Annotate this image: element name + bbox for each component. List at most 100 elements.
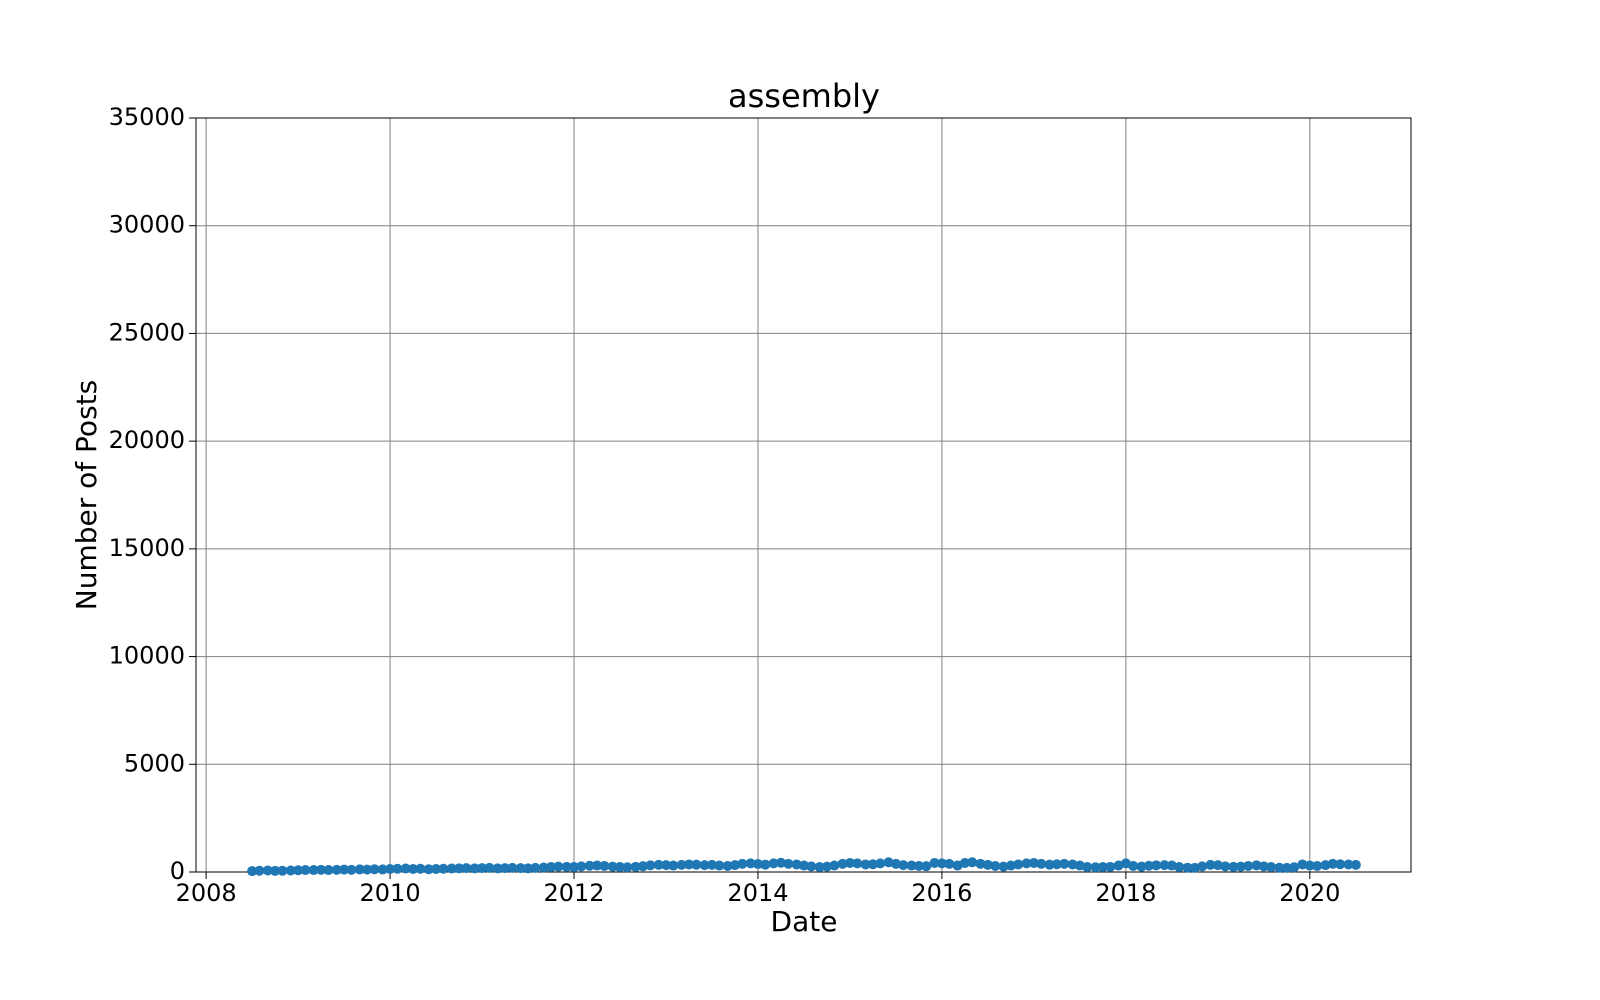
data-point: [431, 863, 442, 874]
data-point: [1028, 857, 1039, 868]
data-point: [906, 860, 917, 871]
data-point: [821, 861, 832, 872]
data-point: [768, 858, 779, 869]
y-tick-label: 15000: [109, 534, 185, 562]
data-point: [1320, 860, 1331, 871]
data-point: [676, 859, 687, 870]
data-point: [1182, 862, 1193, 873]
y-tick-label: 5000: [124, 749, 185, 777]
data-point: [745, 858, 756, 869]
x-tick-label: 2018: [1095, 879, 1156, 907]
data-point: [1090, 862, 1101, 873]
data-point: [1097, 862, 1108, 873]
y-axis-label: Number of Posts: [70, 380, 103, 610]
data-point: [706, 859, 717, 870]
data-point: [944, 858, 955, 869]
data-point: [1205, 859, 1216, 870]
data-point: [385, 863, 396, 874]
data-point: [538, 862, 549, 873]
data-point: [377, 864, 388, 875]
data-point: [752, 859, 763, 870]
data-point: [346, 864, 357, 875]
data-point: [1251, 860, 1262, 871]
data-point: [1289, 862, 1300, 873]
data-point: [331, 864, 342, 875]
y-tick-label: 30000: [109, 211, 185, 239]
data-point: [760, 859, 771, 870]
data-point: [829, 860, 840, 871]
data-point: [254, 865, 265, 876]
data-point: [1067, 859, 1078, 870]
data-point: [913, 860, 924, 871]
data-point: [691, 859, 702, 870]
data-point: [1036, 858, 1047, 869]
data-point: [277, 865, 288, 876]
data-point: [1051, 859, 1062, 870]
data-point: [1235, 861, 1246, 872]
x-tick-label: 2010: [360, 879, 421, 907]
data-point: [461, 863, 472, 874]
data-point: [523, 863, 534, 874]
y-tick-label: 0: [170, 857, 185, 885]
y-tick-label: 20000: [109, 426, 185, 454]
data-point: [860, 859, 871, 870]
y-tick-label: 25000: [109, 318, 185, 346]
data-point: [683, 859, 694, 870]
data-point: [1105, 861, 1116, 872]
data-point: [615, 862, 626, 873]
data-point: [546, 862, 557, 873]
data-point: [339, 864, 350, 875]
data-point: [1304, 860, 1315, 871]
data-point: [921, 861, 932, 872]
data-point: [936, 858, 947, 869]
data-point: [530, 862, 541, 873]
data-point: [638, 861, 649, 872]
data-point: [438, 863, 449, 874]
data-point: [722, 860, 733, 871]
data-point: [668, 860, 679, 871]
data-point: [576, 861, 587, 872]
data-point: [1005, 860, 1016, 871]
data-point: [814, 862, 825, 873]
data-point: [561, 861, 572, 872]
data-point: [599, 860, 610, 871]
data-point: [362, 864, 373, 875]
data-point: [1327, 858, 1338, 869]
data-point: [446, 863, 457, 874]
data-point: [729, 860, 740, 871]
data-point: [1159, 860, 1170, 871]
data-point: [645, 860, 656, 871]
data-point: [392, 863, 403, 874]
data-point: [844, 857, 855, 868]
data-point: [262, 865, 273, 876]
data-point: [607, 861, 618, 872]
data-point: [492, 863, 503, 874]
data-point: [982, 859, 993, 870]
data-point: [998, 861, 1009, 872]
data-point: [1212, 860, 1223, 871]
data-point: [959, 857, 970, 868]
data-point: [622, 862, 633, 873]
data-point: [798, 860, 809, 871]
data-point: [515, 863, 526, 874]
chart-title: assembly: [728, 77, 880, 115]
data-point: [967, 857, 978, 868]
data-point: [852, 858, 863, 869]
data-point: [1281, 862, 1292, 873]
data-point: [1197, 861, 1208, 872]
data-point: [592, 860, 603, 871]
data-point: [1350, 859, 1361, 870]
data-point: [867, 859, 878, 870]
data-point: [890, 858, 901, 869]
data-point: [837, 858, 848, 869]
y-tick-label: 35000: [109, 103, 185, 131]
data-point: [653, 859, 664, 870]
x-tick-label: 2014: [727, 879, 788, 907]
data-point: [1258, 861, 1269, 872]
data-point: [1143, 860, 1154, 871]
data-point: [454, 863, 465, 874]
data-point: [354, 864, 365, 875]
data-point: [285, 865, 296, 876]
data-point: [247, 866, 258, 877]
data-point: [714, 860, 725, 871]
